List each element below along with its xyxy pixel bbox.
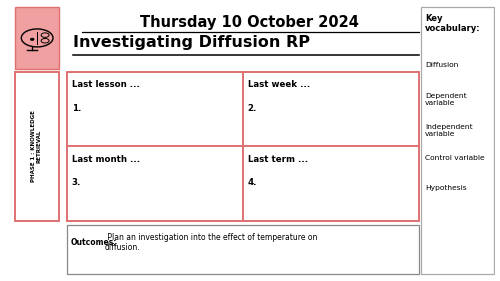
Text: Investigating Diffusion RP: Investigating Diffusion RP xyxy=(73,35,310,50)
Text: Independent
variable: Independent variable xyxy=(425,124,472,137)
Text: Last month ...: Last month ... xyxy=(72,155,140,164)
Text: Outcomes:: Outcomes: xyxy=(71,238,117,247)
Text: Last lesson ...: Last lesson ... xyxy=(72,80,140,89)
Text: 1.: 1. xyxy=(72,104,81,113)
Text: Thursday 10 October 2024: Thursday 10 October 2024 xyxy=(140,15,358,30)
Text: 4.: 4. xyxy=(248,178,257,187)
Text: Last week ...: Last week ... xyxy=(248,80,310,89)
Text: Plan an investigation into the effect of temperature on
diffusion.: Plan an investigation into the effect of… xyxy=(104,233,317,252)
Text: Dependent
variable: Dependent variable xyxy=(425,93,467,106)
FancyBboxPatch shape xyxy=(67,72,418,221)
Text: Control variable: Control variable xyxy=(425,155,484,160)
FancyBboxPatch shape xyxy=(15,7,60,69)
Circle shape xyxy=(30,38,34,40)
Text: Diffusion: Diffusion xyxy=(425,62,458,68)
Text: 2.: 2. xyxy=(248,104,257,113)
Text: Key
vocabulary:: Key vocabulary: xyxy=(425,14,480,33)
FancyBboxPatch shape xyxy=(67,225,418,274)
Text: Hypothesis: Hypothesis xyxy=(425,185,467,191)
Text: PHASE 1 : KNOWLEDGE
RETRIEVAL: PHASE 1 : KNOWLEDGE RETRIEVAL xyxy=(31,110,42,182)
FancyBboxPatch shape xyxy=(15,72,60,221)
FancyBboxPatch shape xyxy=(421,7,494,274)
Text: 3.: 3. xyxy=(72,178,81,187)
Text: Last term ...: Last term ... xyxy=(248,155,308,164)
